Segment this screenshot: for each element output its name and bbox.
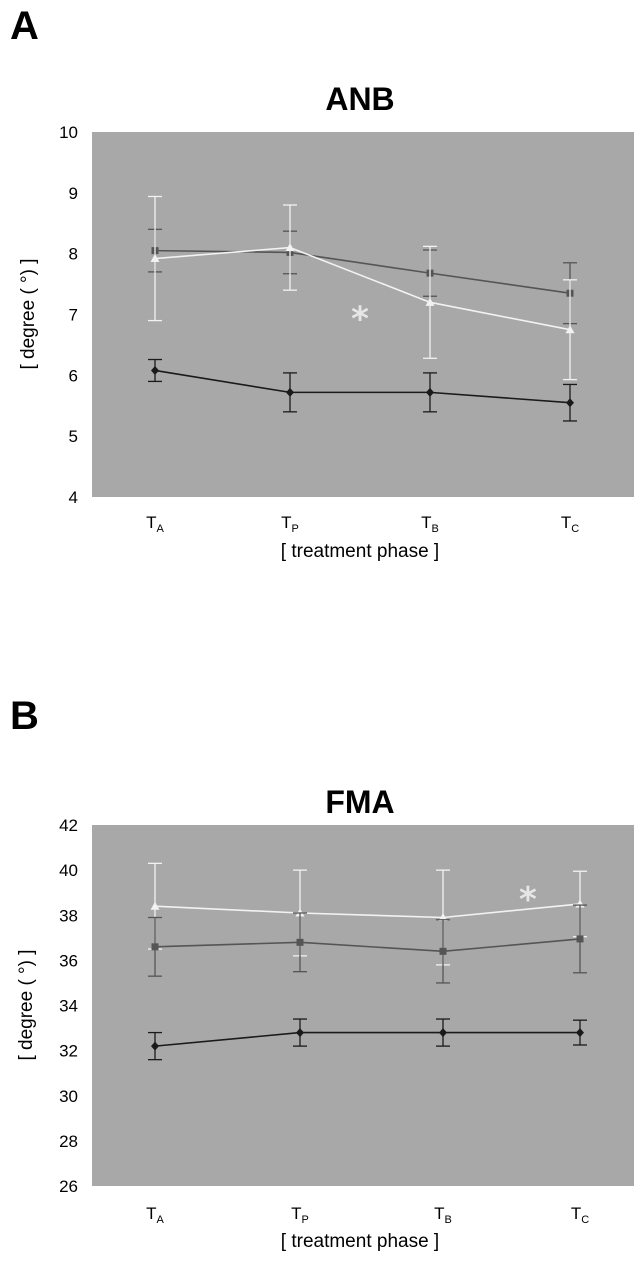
data-point [285,243,295,252]
y-tick-labels: 4 5 6 7 8 9 10 [59,123,78,507]
y-tick-label: 40 [59,861,78,880]
x-tick-label: TA [146,1204,164,1226]
y-tick-label: 32 [59,1042,78,1061]
data-point [576,935,584,943]
data-point [439,1028,447,1038]
y-tick-label: 7 [69,306,78,325]
data-point [296,938,304,946]
panel-letter-b: B [10,694,39,738]
data-point [151,1041,159,1051]
significance-star: * [351,299,369,339]
series-line [154,246,571,331]
y-tick-label: 30 [59,1087,78,1106]
x-tick-label: TC [561,513,579,535]
series-line [154,903,581,919]
data-point [296,1028,304,1038]
data-point [286,387,294,397]
x-tick-label: TB [421,513,439,535]
y-tick-labels: 26 28 30 32 34 36 38 40 42 [59,816,78,1196]
data-point [150,254,160,263]
data-point [151,943,159,951]
y-tick-label: 38 [59,906,78,925]
y-tick-label: 36 [59,951,78,970]
y-tick-label: 28 [59,1132,78,1151]
y-tick-label: 26 [59,1177,78,1196]
x-tick-label: TP [281,513,299,535]
x-tick-label: TB [434,1204,452,1226]
x-axis-label: [ treatment phase ] [281,1231,439,1252]
data-point [426,387,434,397]
y-axis-label: [ degree ( °) ] [16,949,37,1060]
x-tick-label: TA [146,513,164,535]
data-point [425,297,435,306]
y-tick-label: 5 [69,427,78,446]
data-point [576,1028,584,1038]
data-point [439,947,447,955]
anb-chart: ANB 4 5 6 7 8 9 10 [ degree ( °) ] TA TP TB TC [ … [18,81,634,562]
chart-title: FMA [325,784,394,820]
data-point [151,365,159,375]
series-line [154,1031,580,1047]
x-axis-label: [ treatment phase ] [281,541,439,562]
series-line [154,249,571,295]
data-point [438,913,448,922]
data-point [566,398,574,408]
significance-star: * [519,880,537,920]
plot-area [92,825,634,1186]
y-tick-label: 6 [69,366,78,385]
x-tick-label: TP [291,1204,309,1226]
series-line [154,369,571,404]
y-axis-label: [ degree ( °) ] [18,258,39,369]
data-point [565,325,575,334]
y-tick-label: 8 [69,245,78,264]
y-tick-label: 34 [59,997,78,1016]
fma-chart: FMA 26 28 30 32 34 36 38 40 42 [ degree ( °) ] T… [16,784,634,1252]
series-layer [148,862,587,1061]
x-tick-labels: TA TP TB TC [146,1204,589,1226]
chart-title: ANB [325,81,394,117]
data-point [150,901,160,910]
plot-area [92,132,634,497]
y-tick-label: 10 [59,123,78,142]
series-layer [148,195,577,422]
series-line [154,938,581,953]
x-tick-labels: TA TP TB TC [146,513,579,535]
x-tick-label: TC [571,1204,589,1226]
y-tick-label: 9 [69,184,78,203]
y-tick-label: 4 [69,488,78,507]
y-tick-label: 42 [59,816,78,835]
panel-letter-a: A [10,4,39,48]
